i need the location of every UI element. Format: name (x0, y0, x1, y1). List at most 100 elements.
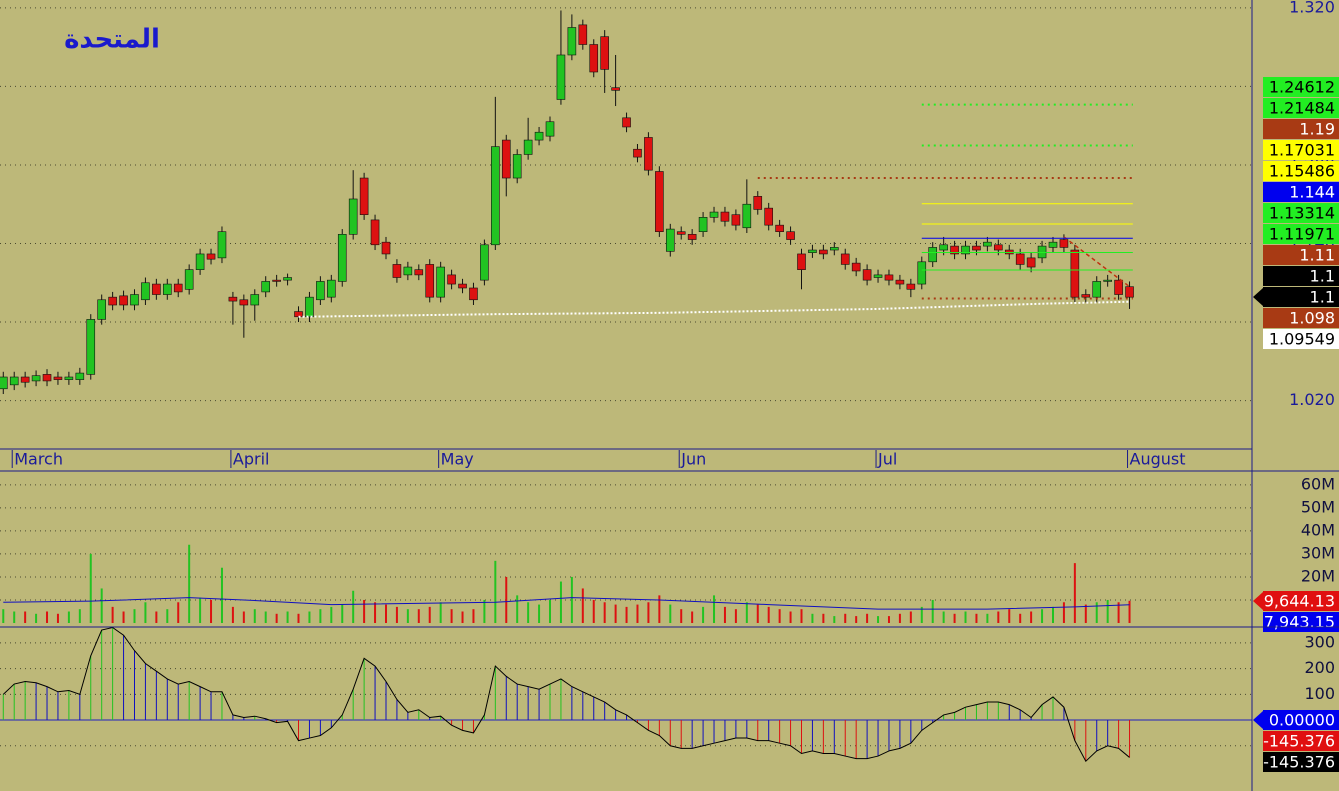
candle-body (381, 241, 391, 255)
chart-title: المتحدة (64, 25, 160, 55)
candle-body (851, 262, 861, 272)
candle-body (370, 219, 380, 246)
candle-body (195, 253, 205, 270)
price-box (1263, 287, 1339, 307)
candle-body (20, 376, 30, 383)
candle-body (337, 234, 347, 282)
candle-body (709, 211, 719, 218)
candle-body (239, 299, 249, 306)
y-tick-label: 60M (1301, 474, 1335, 493)
candle-body (884, 274, 894, 281)
price-box-label: 1.17031 (1269, 141, 1335, 160)
price-box (1263, 119, 1339, 139)
candle-body (1103, 279, 1112, 282)
candle-body (819, 249, 828, 255)
candle-body (545, 121, 555, 137)
candle-body (53, 376, 63, 380)
candle-body (64, 376, 74, 380)
price-box (1263, 308, 1339, 328)
candle-body (217, 231, 227, 259)
price-box-label: 1.098 (1289, 309, 1335, 328)
candle-body (480, 244, 489, 281)
price-box-label: 1.19 (1299, 120, 1335, 139)
x-tick-label: March (14, 450, 63, 469)
price-box-label: 1.21484 (1269, 99, 1335, 118)
candle-body (97, 299, 106, 320)
price-box-label: 1.11971 (1269, 225, 1335, 244)
candle-body (0, 376, 8, 390)
y-tick-label: 50M (1301, 497, 1335, 516)
candle-body (86, 319, 96, 375)
price-box (1263, 77, 1339, 97)
candle-body (272, 279, 281, 282)
candle-body (261, 281, 271, 293)
oscillator-line (2, 626, 1130, 763)
candle-body (348, 198, 358, 235)
candle-body (184, 269, 194, 290)
candle-body (983, 241, 992, 247)
candle-body (141, 282, 150, 301)
x-tick-label: May (441, 450, 474, 469)
price-box-label: 1.15486 (1269, 162, 1335, 181)
candle-body (655, 171, 664, 232)
price-box-label: 1.09549 (1269, 330, 1335, 349)
candle-body (1026, 257, 1036, 268)
candle-body (742, 203, 752, 229)
candle-body (1048, 241, 1058, 248)
candle-body (676, 231, 686, 235)
candle-body (939, 244, 948, 251)
candle-body (589, 44, 599, 73)
y-tick-label: 20M (1301, 566, 1335, 585)
x-tick-label: August (1130, 450, 1186, 469)
price-box (1263, 731, 1339, 751)
candle-body (775, 224, 784, 232)
candle-body (75, 372, 85, 380)
candle-body (403, 266, 413, 276)
candle-body (917, 261, 927, 285)
candle-body (283, 277, 292, 281)
price-box-label: 0.00000 (1269, 711, 1335, 730)
candle-body (567, 27, 577, 56)
price-box (1263, 266, 1339, 286)
candle-body (906, 283, 916, 290)
candle-body (961, 245, 970, 255)
candle-body (250, 294, 260, 306)
candle-body (1015, 253, 1025, 265)
candle-body (1059, 239, 1069, 248)
x-tick-label: Jul (877, 450, 897, 469)
price-arrow (1253, 288, 1263, 306)
candle-body (895, 279, 905, 285)
candle-body (130, 294, 139, 306)
candle-body (698, 217, 708, 232)
candle-body (31, 375, 41, 382)
candle-body (644, 137, 653, 171)
candle-body (797, 253, 806, 270)
candle-body (633, 148, 642, 158)
price-box (1263, 329, 1339, 349)
candle-body (808, 249, 817, 253)
candle-body (359, 177, 369, 215)
price-box-label: 7,943.15 (1264, 613, 1335, 632)
candle-body (556, 54, 566, 100)
y-tick-label: 100 (1304, 684, 1335, 703)
candle-body (665, 228, 675, 252)
candle-body (622, 117, 631, 128)
price-box (1263, 161, 1339, 181)
candle-body (392, 264, 402, 278)
price-box (1263, 140, 1339, 160)
y-tick-label: 300 (1304, 632, 1335, 651)
candle-body (1092, 281, 1102, 298)
candle-body (764, 207, 773, 226)
price-box (1263, 182, 1339, 202)
candle-body (42, 374, 52, 382)
candle-body (840, 253, 850, 265)
candle-body (152, 283, 161, 295)
price-box-label: 1.1 (1310, 267, 1335, 286)
price-box-label: 1.13314 (1269, 204, 1335, 223)
price-box-label: 1.1 (1310, 288, 1335, 307)
candle-body (950, 245, 959, 255)
price-box (1263, 98, 1339, 118)
candle-body (786, 231, 795, 240)
candle-body (600, 36, 609, 70)
candle-body (447, 274, 456, 285)
